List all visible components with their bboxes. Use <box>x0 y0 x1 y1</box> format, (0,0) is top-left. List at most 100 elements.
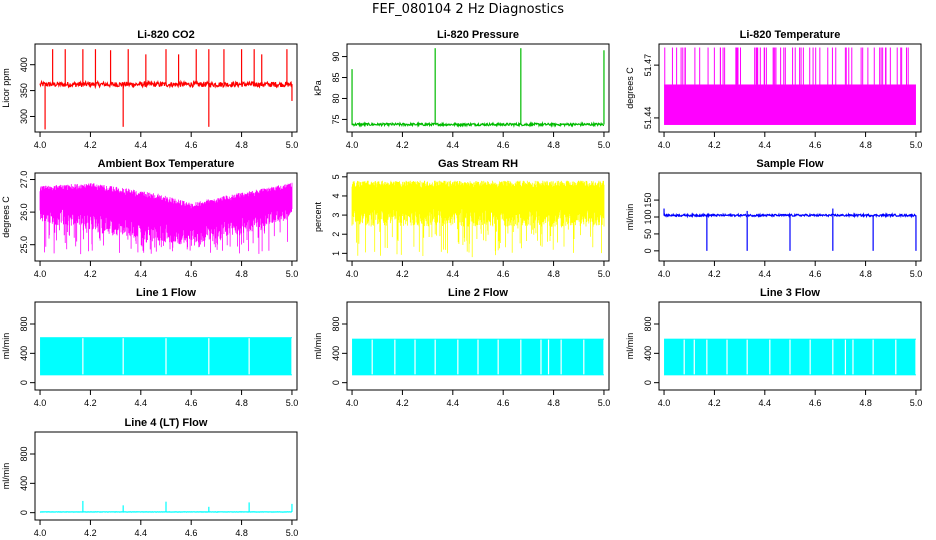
y-tick-label: 400 <box>643 346 653 361</box>
chart-title: Li-820 Temperature <box>740 29 841 41</box>
y-axis-label: ml/min <box>625 204 635 231</box>
x-tick-label: 4.2 <box>708 140 721 150</box>
series-line4-flow <box>39 500 293 513</box>
y-tick-label: 3 <box>331 213 341 218</box>
x-tick-label: 4.6 <box>185 140 198 150</box>
x-tick-label: 4.4 <box>447 269 460 279</box>
panel-rh: Gas Stream RH 4.0 4.2 4.4 4.6 4.8 5.0 1 2 3 4 5 perc… <box>313 158 610 279</box>
x-tick-label: 4.0 <box>658 398 671 408</box>
y-tick-label: 0 <box>643 248 653 253</box>
x-tick-label: 4.8 <box>547 269 560 279</box>
x-tick-label: 4.2 <box>708 269 721 279</box>
y-tick-label: 300 <box>19 109 29 124</box>
series-noise <box>351 180 605 258</box>
series-line2-flow <box>352 338 605 376</box>
x-tick-label: 4.0 <box>346 398 359 408</box>
x-tick-label: 4.4 <box>759 269 772 279</box>
x-tick-label: 4.0 <box>346 269 359 279</box>
x-tick-label: 4.2 <box>84 528 97 538</box>
x-tick-label: 5.0 <box>598 269 611 279</box>
x-tick-label: 4.2 <box>708 398 721 408</box>
x-tick-label: 5.0 <box>910 140 923 150</box>
x-tick-label: 4.8 <box>859 398 872 408</box>
series-co2 <box>39 49 293 130</box>
y-tick-label: 0 <box>331 380 341 385</box>
chart-title: Line 3 Flow <box>760 287 820 299</box>
plot-frame <box>34 43 298 133</box>
chart-title: Li-820 Pressure <box>437 29 519 41</box>
x-tick-label: 4.0 <box>34 269 47 279</box>
x-tick-label: 4.6 <box>809 140 822 150</box>
chart-title: Line 1 Flow <box>136 287 196 299</box>
y-tick-label: 27.0 <box>19 171 29 189</box>
x-tick-label: 4.0 <box>658 140 671 150</box>
y-axis-label: degrees C <box>625 67 635 109</box>
panel-box-temp: Ambient Box Temperature 4.0 4.2 4.4 4.6 4.8 5.… <box>1 158 298 279</box>
plot-frame <box>34 431 298 521</box>
x-tick-label: 4.2 <box>84 140 97 150</box>
x-tick-label: 4.0 <box>34 398 47 408</box>
plot-frame <box>346 43 610 133</box>
x-tick-label: 4.8 <box>235 398 248 408</box>
y-tick-label: 800 <box>19 316 29 331</box>
x-tick-label: 4.4 <box>759 398 772 408</box>
chart-title: Line 4 (LT) Flow <box>125 417 208 429</box>
x-tick-label: 4.0 <box>34 140 47 150</box>
chart-title: Gas Stream RH <box>438 158 518 170</box>
y-tick-label: 800 <box>331 316 341 331</box>
y-tick-label: 0 <box>19 380 29 385</box>
y-axis-label: ml/min <box>1 463 11 490</box>
x-tick-label: 5.0 <box>910 398 923 408</box>
y-tick-label: 50 <box>643 229 653 239</box>
y-axis-label: ml/min <box>625 333 635 360</box>
page-title: FEF_080104 2 Hz Diagnostics <box>372 2 564 17</box>
x-tick-label: 4.6 <box>497 269 510 279</box>
y-tick-label: 85 <box>331 73 341 83</box>
y-axis-label: Licor ppm <box>1 68 11 108</box>
x-tick-label: 5.0 <box>286 528 299 538</box>
x-tick-label: 4.2 <box>396 269 409 279</box>
x-tick-label: 4.4 <box>135 398 148 408</box>
plot-frame <box>658 301 922 391</box>
plot-frame <box>346 301 610 391</box>
x-tick-label: 4.6 <box>185 398 198 408</box>
y-tick-label: 80 <box>331 93 341 103</box>
x-tick-label: 4.4 <box>759 140 772 150</box>
panel-line3-flow: Line 3 Flow 4.0 4.2 4.4 4.6 4.8 5.0 0 400 800 ml/m… <box>625 287 922 408</box>
y-axis-label: ml/min <box>1 333 11 360</box>
x-tick-label: 5.0 <box>286 140 299 150</box>
y-tick-label: 0 <box>643 380 653 385</box>
x-tick-label: 4.8 <box>235 140 248 150</box>
y-axis-label: percent <box>313 201 323 232</box>
y-tick-label: 25.0 <box>19 236 29 254</box>
panel-line1-flow: Line 1 Flow 4.0 4.2 4.4 4.6 4.8 5.0 0 400 800 ml/m… <box>1 287 298 408</box>
value-band <box>664 84 916 125</box>
x-tick-label: 4.0 <box>346 140 359 150</box>
y-axis-label: kPa <box>313 80 323 96</box>
y-tick-label: 800 <box>643 316 653 331</box>
chart-title: Line 2 Flow <box>448 287 508 299</box>
y-tick-label: 0 <box>19 510 29 515</box>
y-tick-label: 26.0 <box>19 203 29 221</box>
x-tick-label: 4.6 <box>185 269 198 279</box>
x-tick-label: 4.6 <box>497 140 510 150</box>
x-tick-label: 5.0 <box>598 140 611 150</box>
plot-frame <box>346 172 610 262</box>
panel-pressure: Li-820 Pressure 4.0 4.2 4.4 4.6 4.8 5.0 75 80 85 9… <box>313 29 610 150</box>
x-tick-label: 5.0 <box>286 398 299 408</box>
y-tick-label: 400 <box>19 57 29 72</box>
panel-line4-flow: Line 4 (LT) Flow 4.0 4.2 4.4 4.6 4.8 5.0 0 400 80… <box>1 417 298 538</box>
y-axis-label: degrees C <box>1 196 11 238</box>
y-tick-label: 800 <box>19 446 29 461</box>
y-tick-label: 51.47 <box>643 54 653 77</box>
x-tick-label: 4.8 <box>859 140 872 150</box>
x-tick-label: 4.8 <box>547 398 560 408</box>
x-tick-label: 4.4 <box>447 140 460 150</box>
x-tick-label: 4.2 <box>396 140 409 150</box>
x-tick-label: 4.6 <box>497 398 510 408</box>
x-tick-label: 4.2 <box>396 398 409 408</box>
series-pressure <box>351 48 605 128</box>
panel-line2-flow: Line 2 Flow 4.0 4.2 4.4 4.6 4.8 5.0 0 400 800 ml/m… <box>313 287 610 408</box>
